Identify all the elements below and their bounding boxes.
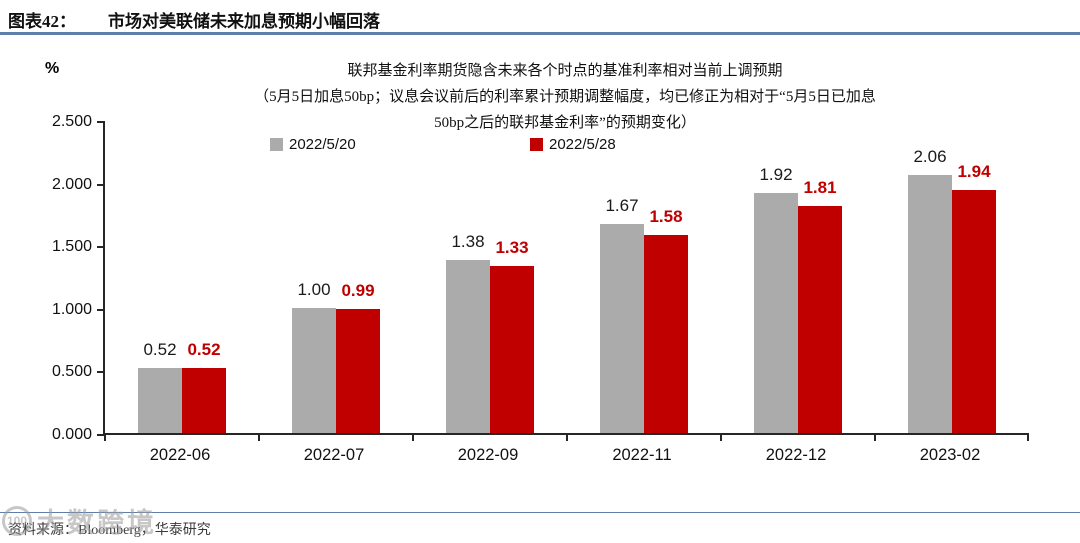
footer-divider bbox=[0, 512, 1080, 513]
x-tick-mark bbox=[566, 433, 568, 441]
y-axis-unit-label: % bbox=[45, 60, 60, 77]
bar-2022/5/28-2022-07 bbox=[336, 309, 380, 433]
y-tick-label: 1.000 bbox=[51, 300, 92, 318]
category-label-2022-06: 2022-06 bbox=[149, 446, 211, 464]
bar-value-label: 1.38 bbox=[451, 232, 485, 252]
bar-value-label: 0.99 bbox=[341, 281, 375, 301]
chart-subtitle: 联邦基金利率期货隐含未来各个时点的基准利率相对当前上调预期 （5月5日加息50b… bbox=[103, 58, 1027, 136]
y-tick-mark bbox=[97, 121, 105, 123]
bar-2022/5/28-2022-09 bbox=[490, 266, 534, 433]
x-tick-mark bbox=[720, 433, 722, 441]
y-tick-mark bbox=[97, 183, 105, 186]
figure-number-label: 图表42： bbox=[8, 12, 76, 31]
legend-label-series-2: 2022/5/28 bbox=[549, 136, 616, 153]
x-axis-labels: 2022-06 2022-07 2022-09 2022-11 2022-12 2023-… bbox=[103, 446, 1027, 468]
bar-2022/5/28-2022-06 bbox=[182, 367, 226, 433]
category-label-2022-09: 2022-09 bbox=[457, 446, 519, 464]
legend-swatch-gray-icon bbox=[270, 138, 283, 151]
chart-subtitle-line-2: （5月5日加息50bp；议息会议前后的利率累计预期调整幅度，均已修正为相对于“5… bbox=[254, 89, 876, 105]
y-tick-label: 0.500 bbox=[51, 363, 92, 381]
legend-swatch-red-icon bbox=[530, 138, 543, 151]
legend-item-series-1: 2022/5/20 bbox=[270, 136, 356, 153]
y-tick-mark bbox=[97, 308, 105, 311]
bar-2022/5/20-2022-06 bbox=[138, 367, 182, 433]
y-tick-label: 1.500 bbox=[51, 238, 92, 256]
figure-header: 图表42： 市场对美联储未来加息预期小幅回落 bbox=[8, 7, 380, 32]
category-label-2022-07: 2022-07 bbox=[303, 446, 365, 464]
x-tick-mark bbox=[104, 433, 106, 441]
bar-value-label: 0.52 bbox=[143, 339, 177, 359]
y-tick-mark bbox=[97, 434, 105, 436]
chart-legend: 2022/5/20 2022/5/28 bbox=[0, 136, 1080, 156]
y-tick-mark bbox=[97, 371, 105, 374]
bar-value-label: 2.06 bbox=[913, 147, 947, 167]
y-tick-label: 0.000 bbox=[51, 426, 92, 443]
bar-2022/5/28-2022-12 bbox=[798, 206, 842, 433]
bar-2022/5/28-2022-11 bbox=[644, 235, 688, 433]
bar-value-label: 1.94 bbox=[957, 162, 991, 182]
bar-2022/5/20-2023-02 bbox=[908, 175, 952, 433]
category-label-2022-11: 2022-11 bbox=[612, 446, 672, 464]
bar-value-label: 1.92 bbox=[759, 164, 793, 184]
bar-2022/5/28-2023-02 bbox=[952, 190, 996, 433]
chart-subtitle-line-3: 50bp之后的联邦基金利率”的预期变化） bbox=[434, 115, 696, 131]
x-tick-mark bbox=[874, 433, 876, 441]
legend-item-series-2: 2022/5/28 bbox=[530, 136, 616, 153]
x-tick-mark bbox=[412, 433, 414, 441]
legend-label-series-1: 2022/5/20 bbox=[289, 136, 356, 153]
bar-value-label: 1.58 bbox=[649, 207, 683, 227]
plot-area: 0.52 0.52 1.00 0.99 1.38 1.33 1.67 1.58 1.92 1.81… bbox=[97, 121, 1029, 441]
bar-2022/5/20-2022-07 bbox=[292, 307, 336, 433]
header-divider bbox=[0, 32, 1080, 35]
x-tick-mark bbox=[258, 433, 260, 441]
bar-value-label: 1.81 bbox=[803, 178, 837, 198]
bar-2022/5/20-2022-11 bbox=[600, 223, 644, 433]
bar-value-label: 1.00 bbox=[297, 279, 331, 299]
bar-2022/5/20-2022-09 bbox=[446, 260, 490, 433]
category-label-2022-12: 2022-12 bbox=[765, 446, 827, 464]
category-label-2023-02: 2023-02 bbox=[919, 446, 981, 464]
bar-value-label: 0.52 bbox=[187, 339, 221, 359]
x-tick-mark bbox=[1027, 433, 1029, 441]
figure-title: 市场对美联储未来加息预期小幅回落 bbox=[108, 12, 380, 31]
bar-value-label: 1.67 bbox=[605, 195, 639, 215]
bar-value-label: 1.33 bbox=[495, 238, 529, 258]
y-axis-labels: 0.000 0.500 1.000 1.500 2.000 2.500 bbox=[26, 113, 92, 443]
y-tick-label: 2.500 bbox=[51, 113, 92, 130]
chart-subtitle-line-1: 联邦基金利率期货隐含未来各个时点的基准利率相对当前上调预期 bbox=[347, 63, 783, 79]
source-note: 资料来源：Bloomberg，华泰研究 bbox=[8, 523, 211, 538]
y-tick-mark bbox=[97, 246, 105, 249]
y-tick-label: 2.000 bbox=[51, 175, 92, 193]
bar-2022/5/20-2022-12 bbox=[754, 192, 798, 433]
